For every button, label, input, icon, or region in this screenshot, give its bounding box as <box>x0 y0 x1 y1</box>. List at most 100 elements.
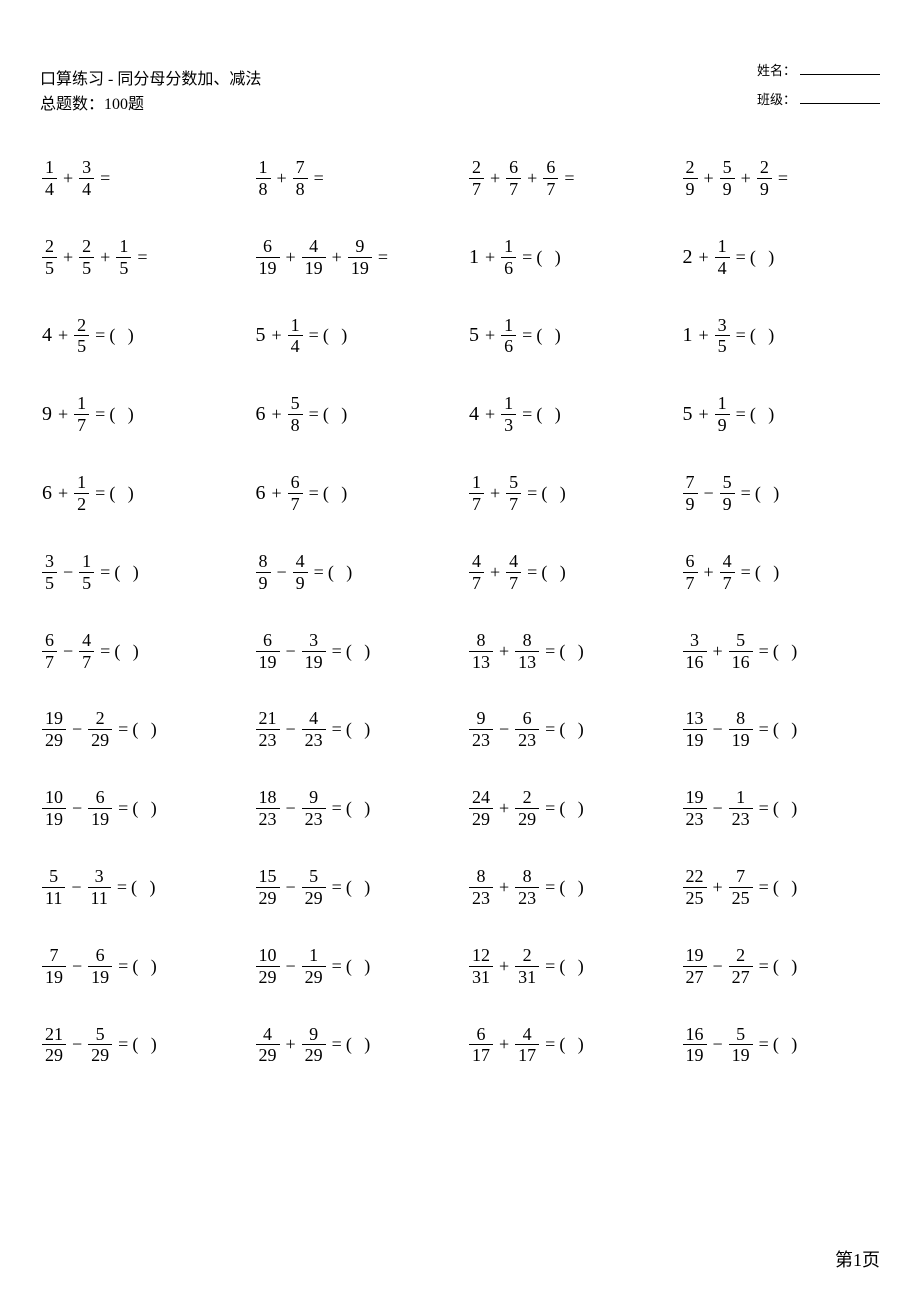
fraction: 1927 <box>683 946 707 987</box>
fraction-denominator: 29 <box>88 1046 112 1065</box>
plus-operator: + <box>485 247 495 268</box>
problem-cell: 2+14=( ) <box>681 237 881 278</box>
fraction-numerator: 24 <box>469 788 493 807</box>
fraction-denominator: 7 <box>469 495 484 514</box>
fraction-numerator: 12 <box>469 946 493 965</box>
answer-blank: ( ) <box>773 877 802 898</box>
equals-sign: = <box>118 719 128 740</box>
fraction-denominator: 9 <box>720 495 735 514</box>
fraction-denominator: 31 <box>469 968 493 987</box>
fraction-denominator: 29 <box>302 889 326 908</box>
equals-sign: = <box>759 877 769 898</box>
fraction-denominator: 5 <box>42 574 57 593</box>
minus-operator: − <box>713 719 723 740</box>
minus-operator: − <box>286 719 296 740</box>
fraction: 59 <box>720 158 735 199</box>
fraction: 923 <box>302 788 326 829</box>
whole-number: 6 <box>256 482 266 505</box>
answer-blank: ( ) <box>109 483 138 504</box>
fraction-denominator: 4 <box>288 337 303 356</box>
class-field: 班级： <box>757 89 880 108</box>
fraction: 35 <box>715 316 730 357</box>
whole-number: 4 <box>469 403 479 426</box>
fraction-numerator: 1 <box>469 473 484 492</box>
expression: 14+34= <box>40 158 114 199</box>
fraction-denominator: 11 <box>42 889 65 908</box>
fraction-denominator: 9 <box>715 416 730 435</box>
fraction-numerator: 6 <box>520 709 535 728</box>
fraction-denominator: 23 <box>683 810 707 829</box>
name-label: 姓名： <box>757 63 796 78</box>
fraction-numerator: 6 <box>260 237 275 256</box>
equals-sign: = <box>137 247 147 268</box>
plus-operator: + <box>272 404 282 425</box>
plus-operator: + <box>490 168 500 189</box>
fraction-numerator: 5 <box>720 473 735 492</box>
plus-operator: + <box>58 325 68 346</box>
fraction: 79 <box>683 473 698 514</box>
fraction-denominator: 19 <box>348 259 372 278</box>
fraction: 29 <box>757 158 772 199</box>
fraction-numerator: 8 <box>256 552 271 571</box>
answer-blank: ( ) <box>559 719 588 740</box>
answer-blank: ( ) <box>559 798 588 819</box>
plus-operator: + <box>499 798 509 819</box>
problem-cell: 4+25=( ) <box>40 316 240 357</box>
fraction-numerator: 8 <box>474 631 489 650</box>
fraction: 57 <box>506 473 521 514</box>
problem-cell: 6+58=( ) <box>254 394 454 435</box>
equals-sign: = <box>332 877 342 898</box>
fraction-numerator: 8 <box>520 631 535 650</box>
minus-operator: − <box>286 798 296 819</box>
fraction-denominator: 5 <box>116 259 131 278</box>
fraction-denominator: 19 <box>42 968 66 987</box>
minus-operator: − <box>63 562 73 583</box>
fraction-denominator: 7 <box>469 574 484 593</box>
fraction-denominator: 9 <box>683 180 698 199</box>
fraction-numerator: 19 <box>42 709 66 728</box>
answer-blank: ( ) <box>750 247 779 268</box>
fraction-denominator: 25 <box>683 889 707 908</box>
problem-cell: 2429+229=( ) <box>467 788 667 829</box>
minus-operator: − <box>499 719 509 740</box>
fraction-denominator: 29 <box>88 731 112 750</box>
fraction-numerator: 5 <box>306 867 321 886</box>
minus-operator: − <box>63 641 73 662</box>
problems-grid: 14+34=18+78=27+67+67=29+59+29=25+25+15=6… <box>40 158 880 1065</box>
fraction-denominator: 29 <box>302 968 326 987</box>
plus-operator: + <box>713 641 723 662</box>
fraction-numerator: 1 <box>733 788 748 807</box>
fraction-denominator: 5 <box>79 574 94 593</box>
fraction: 14 <box>288 316 303 357</box>
minus-operator: − <box>72 719 82 740</box>
problem-cell: 35−15=( ) <box>40 552 240 593</box>
fraction-numerator: 5 <box>720 158 735 177</box>
equals-sign: = <box>545 798 555 819</box>
expression: 4+13=( ) <box>467 394 565 435</box>
minus-operator: − <box>72 798 82 819</box>
plus-operator: + <box>699 247 709 268</box>
fraction-numerator: 2 <box>520 946 535 965</box>
fraction: 89 <box>256 552 271 593</box>
problem-cell: 47+47=( ) <box>467 552 667 593</box>
answer-blank: ( ) <box>114 562 143 583</box>
fraction-denominator: 4 <box>42 180 57 199</box>
problem-cell: 17+57=( ) <box>467 473 667 514</box>
fraction-numerator: 2 <box>93 709 108 728</box>
expression: 2+14=( ) <box>681 237 779 278</box>
fraction-numerator: 2 <box>42 237 57 256</box>
fraction-denominator: 29 <box>302 1046 326 1065</box>
fraction-denominator: 29 <box>256 889 280 908</box>
fraction-numerator: 3 <box>92 867 107 886</box>
fraction-numerator: 9 <box>306 788 321 807</box>
fraction: 923 <box>469 709 493 750</box>
plus-operator: + <box>485 404 495 425</box>
answer-blank: ( ) <box>559 877 588 898</box>
fraction: 25 <box>74 316 89 357</box>
equals-sign: = <box>95 483 105 504</box>
fraction-numerator: 5 <box>93 1025 108 1044</box>
expression: 9+17=( ) <box>40 394 138 435</box>
answer-blank: ( ) <box>132 1034 161 1055</box>
fraction: 12 <box>74 473 89 514</box>
expression: 29+59+29= <box>681 158 792 199</box>
